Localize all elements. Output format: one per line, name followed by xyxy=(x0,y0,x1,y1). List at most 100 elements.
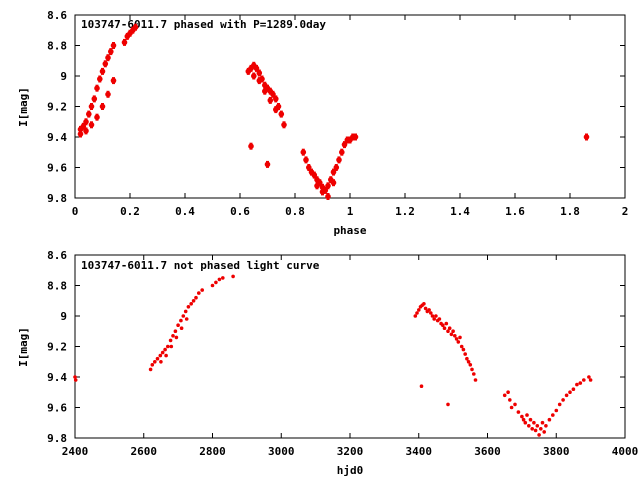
data-point xyxy=(506,390,510,395)
data-point xyxy=(189,302,193,306)
error-bar xyxy=(321,183,324,191)
y-axis-label: I[mag] xyxy=(17,327,30,367)
x-tick-label: 3400 xyxy=(406,445,433,458)
y-tick-label: 9.4 xyxy=(47,371,67,384)
data-point xyxy=(422,302,426,306)
error-bar xyxy=(260,75,264,83)
error-bar xyxy=(337,156,341,164)
data-point xyxy=(191,299,196,303)
data-point xyxy=(164,353,168,358)
error-bar xyxy=(249,64,253,72)
data-point xyxy=(449,332,454,337)
chart-title: 103747-6011.7 not phased light curve xyxy=(81,259,320,272)
error-bar xyxy=(257,69,261,77)
data-point xyxy=(527,424,531,428)
data-point xyxy=(547,417,552,422)
y-tick-label: 9 xyxy=(60,70,67,83)
error-bar xyxy=(84,118,88,126)
data-point xyxy=(473,378,478,382)
error-bar xyxy=(343,141,346,149)
error-bar xyxy=(95,84,99,92)
error-bar xyxy=(246,67,250,75)
data-point xyxy=(415,311,419,315)
data-point xyxy=(537,433,541,437)
y-tick-label: 8.8 xyxy=(47,40,67,53)
data-point xyxy=(73,378,78,382)
error-bar xyxy=(282,121,286,129)
error-bar xyxy=(315,182,319,190)
data-point xyxy=(441,323,445,328)
error-bar xyxy=(123,38,126,46)
data-point xyxy=(163,347,167,352)
error-bar xyxy=(79,130,82,138)
data-point xyxy=(176,323,180,328)
error-bar xyxy=(332,179,335,187)
data-point xyxy=(561,398,565,402)
data-point xyxy=(158,353,163,358)
error-bar xyxy=(125,32,129,40)
error-bar xyxy=(79,125,82,133)
error-bar xyxy=(323,186,327,194)
error-bar xyxy=(268,96,272,104)
data-point xyxy=(417,308,421,312)
data-point xyxy=(461,347,466,352)
y-tick-label: 8.6 xyxy=(47,249,67,262)
data-point xyxy=(564,393,569,398)
x-tick-label: 0 xyxy=(72,205,79,218)
error-bar xyxy=(90,121,93,129)
error-bar xyxy=(307,164,311,171)
error-bar xyxy=(266,84,269,92)
data-point xyxy=(539,427,543,431)
error-bar xyxy=(252,72,256,80)
x-tick-label: 2800 xyxy=(199,445,226,458)
error-bar xyxy=(274,95,278,103)
data-point xyxy=(578,381,583,385)
data-point xyxy=(587,375,591,379)
x-tick-label: 1.4 xyxy=(450,205,470,218)
y-tick-label: 9.6 xyxy=(47,402,67,415)
data-point xyxy=(466,360,471,364)
data-point xyxy=(453,334,457,338)
data-point xyxy=(434,314,438,318)
error-bar xyxy=(263,81,267,89)
y-tick-label: 8.6 xyxy=(47,9,67,22)
data-point xyxy=(442,326,447,331)
x-axis-label: phase xyxy=(333,224,366,237)
x-tick-label: 3000 xyxy=(268,445,295,458)
data-point xyxy=(551,413,555,417)
data-point xyxy=(210,283,215,288)
error-bar xyxy=(315,176,319,184)
x-tick-label: 2400 xyxy=(62,445,89,458)
data-point xyxy=(472,372,476,376)
error-bar xyxy=(101,67,104,75)
data-point xyxy=(468,363,473,367)
error-bar xyxy=(255,64,258,72)
error-bar xyxy=(318,179,322,187)
error-bar xyxy=(340,148,344,156)
data-point xyxy=(73,375,77,379)
data-point xyxy=(542,430,546,434)
error-bar xyxy=(348,136,352,144)
data-point xyxy=(179,318,183,323)
data-point xyxy=(575,382,579,387)
data-point xyxy=(155,356,160,361)
x-tick-label: 1 xyxy=(347,205,354,218)
y-tick-label: 9.8 xyxy=(47,432,67,445)
error-bar xyxy=(84,127,88,135)
error-bar xyxy=(90,103,93,110)
data-point xyxy=(217,277,222,282)
error-bar xyxy=(112,77,115,85)
error-bar xyxy=(106,90,110,98)
data-point xyxy=(160,350,165,355)
error-bar xyxy=(277,103,280,110)
data-point xyxy=(568,390,572,395)
y-tick-label: 9.2 xyxy=(47,341,67,354)
error-bar xyxy=(354,133,357,141)
data-point xyxy=(430,314,435,318)
x-tick-label: 3200 xyxy=(337,445,364,458)
data-point xyxy=(148,367,153,372)
error-bar xyxy=(334,164,338,171)
data-point xyxy=(194,295,198,300)
error-bar xyxy=(304,156,308,164)
data-point xyxy=(451,329,455,334)
